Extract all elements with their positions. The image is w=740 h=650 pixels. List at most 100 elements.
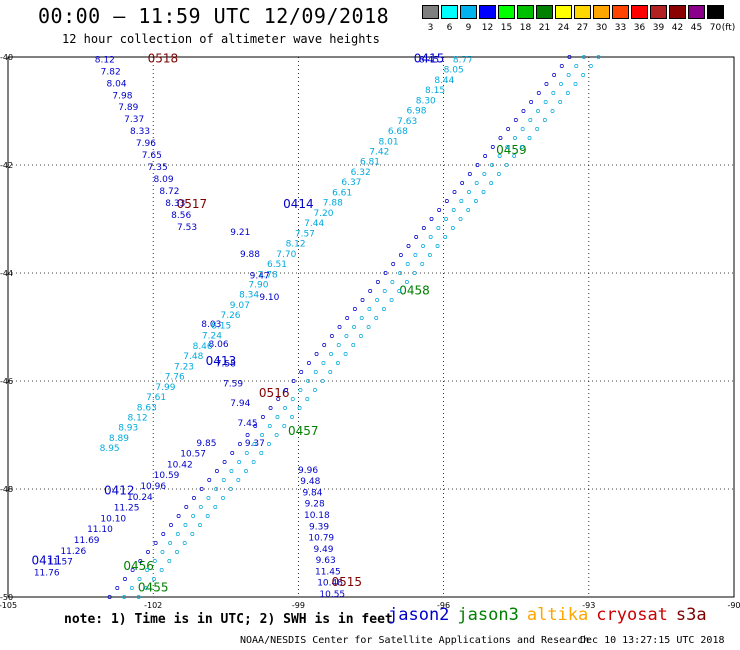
wave-height-value: 9.47	[250, 271, 270, 281]
pass-label: 0457	[288, 424, 319, 438]
pass-label: 0459	[496, 143, 527, 157]
wave-height-value: 9.28	[305, 500, 325, 510]
wave-height-value: 9.21	[230, 228, 250, 238]
track-point	[450, 226, 455, 230]
track-point	[123, 577, 127, 581]
track-point	[544, 82, 549, 86]
pass-label: 0458	[399, 284, 430, 298]
wave-height-value: 7.90	[248, 280, 268, 290]
wave-height-value: 11.10	[87, 525, 113, 535]
track-point	[429, 217, 434, 221]
track-point	[374, 316, 379, 320]
wave-height-value: 10.18	[304, 511, 330, 521]
wave-height-value: 6.81	[360, 158, 380, 168]
wave-height-value: 7.76	[165, 373, 185, 383]
track-point	[130, 568, 135, 572]
wave-height-value: 7.89	[118, 103, 138, 113]
track-point	[460, 181, 465, 185]
track-point	[359, 316, 364, 320]
track-point	[146, 550, 150, 554]
track-point	[122, 595, 127, 599]
wave-height-value: 7.82	[101, 67, 121, 77]
wave-height-value: 9.37	[245, 439, 265, 449]
track-point	[559, 64, 564, 68]
credit-text: NOAA/NESDIS Center for Satellite Applica…	[240, 635, 590, 646]
track-point	[559, 82, 563, 86]
track-point	[550, 109, 555, 113]
track-point	[191, 514, 196, 518]
track-point	[529, 100, 534, 104]
track-point	[343, 352, 348, 356]
track-point	[506, 127, 511, 131]
track-point	[581, 73, 586, 77]
pass-label: 0414	[283, 197, 314, 211]
track-point	[482, 172, 487, 176]
track-point	[320, 379, 325, 383]
wave-height-value: 11.57	[47, 558, 73, 568]
wave-height-value: 8.05	[444, 66, 464, 76]
wave-height-value: 7.26	[220, 311, 240, 321]
track-point	[490, 145, 495, 149]
track-point	[444, 217, 448, 221]
wave-height-value: 10.48	[317, 579, 343, 589]
track-point	[260, 415, 265, 419]
track-point	[536, 91, 541, 95]
track-point	[176, 514, 181, 518]
track-point	[329, 334, 334, 338]
colorbar-label: 3	[427, 23, 434, 33]
lon-tick-label: -102	[144, 601, 162, 610]
track-point	[198, 505, 203, 509]
wave-height-value: 8.06	[209, 340, 229, 350]
track-point	[138, 559, 143, 563]
wave-height-value: 6.37	[341, 178, 361, 188]
track-point	[145, 568, 150, 572]
track-point	[267, 424, 272, 428]
colorbar-label: 15	[500, 23, 513, 33]
wave-height-value: 8.44	[434, 76, 454, 86]
track-point	[475, 163, 480, 167]
map-frame	[7, 56, 735, 598]
wave-height-value: 6.51	[267, 260, 287, 270]
pass-label: 0517	[177, 197, 208, 211]
colorbar-swatch	[555, 5, 572, 19]
wave-height-value: 7.78	[258, 270, 278, 280]
track-point	[214, 469, 219, 473]
wave-height-value: 8.93	[118, 424, 138, 434]
wave-height-value: 7.44	[304, 219, 324, 229]
colorbar-swatch	[631, 5, 648, 19]
track-point	[230, 451, 235, 455]
lat-tick-label: -40	[0, 53, 13, 62]
track-point	[237, 442, 242, 446]
wave-height-value: 8.63	[137, 403, 157, 413]
colorbar-label: 27	[576, 23, 589, 33]
track-point	[221, 496, 225, 500]
track-point	[552, 73, 557, 77]
track-point	[328, 370, 333, 374]
track-point	[175, 532, 180, 536]
pass-label: 0455	[138, 581, 169, 595]
wave-height-value: 8.09	[154, 175, 174, 185]
legend-item: jason2	[388, 605, 450, 625]
track-point	[221, 478, 226, 482]
track-point	[245, 433, 250, 437]
colorbar-swatch	[479, 5, 496, 19]
track-point	[305, 397, 310, 401]
track-point	[566, 73, 571, 77]
lon-tick-label: -93	[582, 601, 595, 610]
track-point	[306, 361, 311, 365]
lat-tick-label: -44	[0, 269, 13, 278]
wave-height-value: 8.12	[95, 55, 115, 65]
wave-height-value: 9.84	[302, 488, 322, 498]
track-point	[160, 550, 165, 554]
track-point	[481, 190, 486, 194]
track-point	[191, 496, 196, 500]
track-point	[527, 136, 532, 140]
wave-height-value: 8.33	[130, 127, 150, 137]
track-point	[214, 487, 219, 491]
track-point	[367, 307, 372, 311]
wave-height-value: 7.61	[146, 393, 166, 403]
colorbar-label: 42	[671, 23, 684, 33]
track-point	[489, 181, 494, 185]
track-point	[251, 460, 256, 464]
